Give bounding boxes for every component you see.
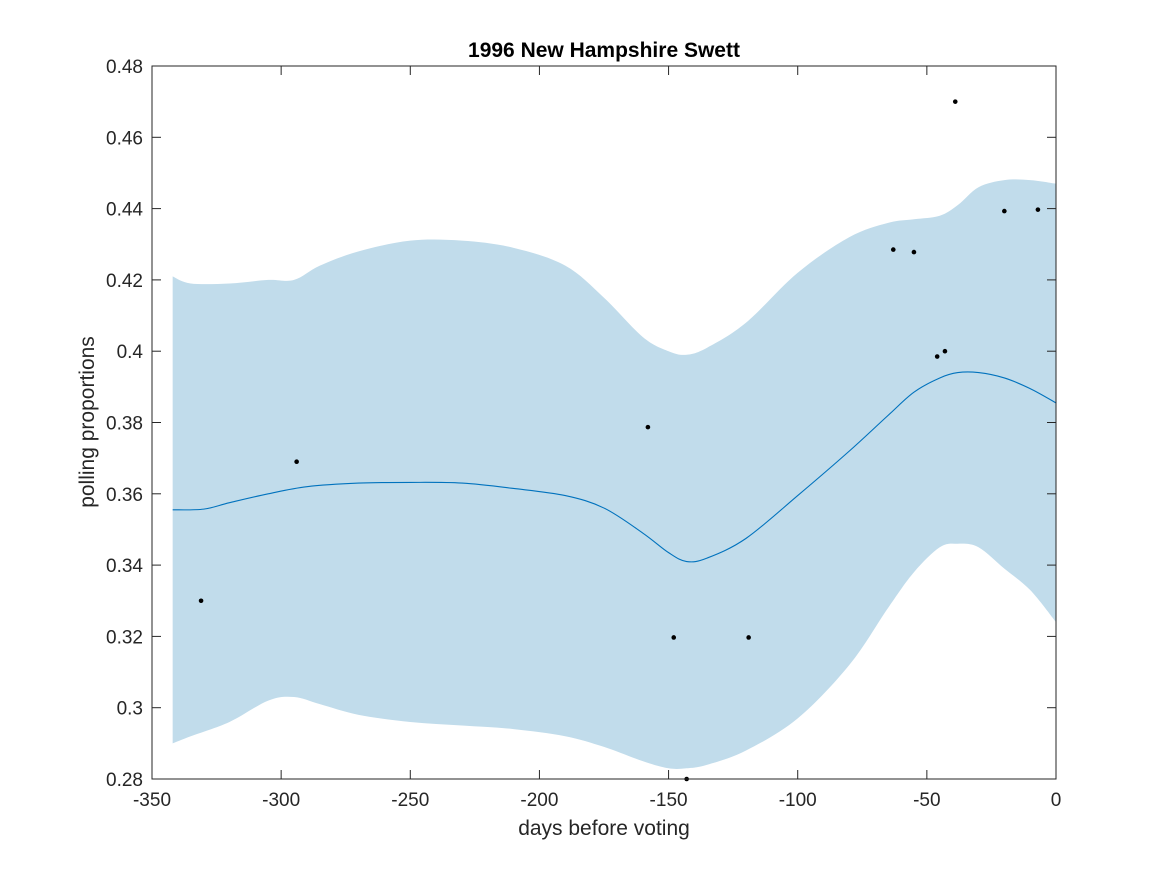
- poll-point: [645, 424, 651, 430]
- poll-point: [1035, 207, 1041, 212]
- y-tick-label: 0.46: [106, 128, 143, 149]
- y-tick-label: 0.4: [117, 342, 144, 363]
- y-tick-label: 0.28: [106, 770, 143, 791]
- x-tick-label: 0: [1051, 790, 1062, 811]
- confidence-band: [172, 179, 1056, 769]
- y-tick-label: 0.34: [106, 556, 143, 577]
- x-tick-label: -300: [262, 790, 300, 811]
- y-tick-label: 0.48: [106, 57, 143, 78]
- y-tick-label: 0.42: [106, 271, 143, 292]
- y-tick-label: 0.32: [106, 627, 143, 648]
- poll-point: [1002, 208, 1007, 214]
- poll-point: [952, 99, 958, 104]
- x-tick-label: -200: [520, 790, 558, 811]
- axes: -350 -300 -250 -200 -150 -100 -50 0 0.28 0.3 0.32 0…: [106, 57, 1061, 811]
- plot-area: [172, 99, 1057, 782]
- x-axis-title: days before voting: [518, 817, 690, 840]
- y-tick-label: 0.38: [106, 414, 143, 435]
- trend-line-0: [172, 371, 1057, 563]
- x-tick-label: -100: [779, 790, 817, 811]
- x-tick-label: -50: [913, 790, 940, 811]
- y-axis-title: polling proportions: [76, 336, 99, 508]
- poll-point: [934, 354, 940, 359]
- chart-title: 1996 New Hampshire Swett: [468, 39, 740, 62]
- poll-point: [942, 348, 948, 354]
- poll-point: [911, 249, 917, 255]
- x-tick-label: -250: [391, 790, 429, 811]
- poll-point: [890, 247, 896, 252]
- poll-point: [198, 598, 204, 604]
- y-tick-label: 0.3: [117, 699, 143, 720]
- y-tick-label: 0.36: [106, 485, 143, 506]
- poll-point: [294, 459, 299, 465]
- poll-point: [746, 635, 751, 640]
- x-tick-label: -350: [133, 790, 171, 811]
- poll-point: [671, 635, 677, 640]
- x-tick-label: -150: [650, 790, 688, 811]
- y-tick-label: 0.44: [106, 200, 143, 221]
